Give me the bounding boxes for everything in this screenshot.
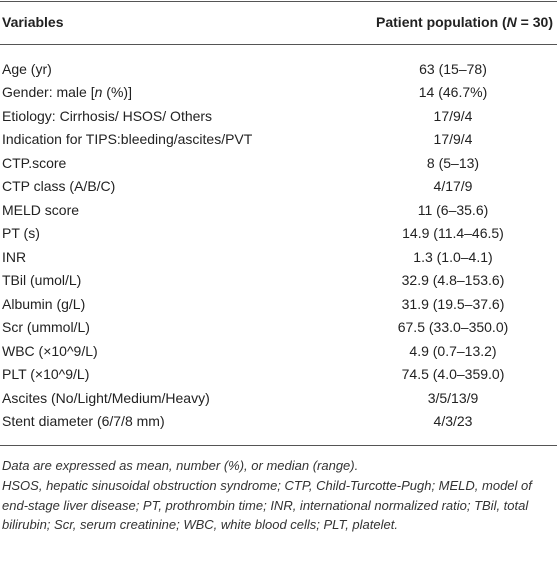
row-label: Indication for TIPS:bleeding/ascites/PVT xyxy=(2,131,253,148)
row-value: 67.5 (33.0–350.0) xyxy=(397,319,509,336)
row-value: 1.3 (1.0–4.1) xyxy=(413,248,493,265)
top-rule xyxy=(0,1,557,2)
row-label: Albumin (g/L) xyxy=(2,295,86,312)
row-value: 31.9 (19.5–37.6) xyxy=(401,295,505,312)
row-label: WBC (×10^9/L) xyxy=(2,342,98,359)
row-value: 17/9/4 xyxy=(433,107,473,124)
row-label: Gender: male [n (%)] xyxy=(2,83,132,101)
footnote: HSOS, hepatic sinusoidal obstruction syn… xyxy=(2,478,532,532)
row-value: 4/3/23 xyxy=(433,413,473,430)
row-value: 74.5 (4.0–359.0) xyxy=(401,366,505,383)
footnote: Data are expressed as mean, number (%), … xyxy=(2,458,359,473)
row-label: Ascites (No/Light/Medium/Heavy) xyxy=(2,389,210,406)
row-value: 17/9/4 xyxy=(433,131,473,148)
row-label: CTP.score xyxy=(2,154,67,171)
header-rule xyxy=(0,44,557,45)
row-label: TBil (umol/L) xyxy=(2,272,82,289)
row-value: 14.9 (11.4–46.5) xyxy=(402,225,504,242)
row-value: 3/5/13/9 xyxy=(427,389,479,406)
row-label: PT (s) xyxy=(2,225,40,242)
row-label: Scr (ummol/L) xyxy=(2,319,90,336)
text-segment: n xyxy=(94,84,103,101)
text-segment: Patient population ( xyxy=(376,14,507,30)
row-value: 11 (6–35.6) xyxy=(417,201,489,218)
row-label: INR xyxy=(2,248,27,265)
text-segment: N xyxy=(506,14,517,30)
text-segment: (%)] xyxy=(102,84,132,101)
text-segment: Gender: male [ xyxy=(2,84,95,101)
row-value: 14 (46.7%) xyxy=(418,84,488,101)
row-label: Age (yr) xyxy=(2,61,52,77)
row-value: 8 (5–13) xyxy=(426,154,480,171)
row-label: CTP class (A/B/C) xyxy=(2,178,116,195)
row-label: MELD score xyxy=(2,201,80,218)
row-value: 63 (15–78) xyxy=(419,61,487,77)
header-population: Patient population (N = 30) xyxy=(376,13,553,31)
text-segment: = 30) xyxy=(516,14,553,30)
row-label: PLT (×10^9/L) xyxy=(2,366,90,383)
row-label: Etiology: Cirrhosis/ HSOS/ Others xyxy=(2,107,213,124)
row-value: 32.9 (4.8–153.6) xyxy=(401,272,505,289)
row-value: 4/17/9 xyxy=(433,178,473,195)
bottom-rule xyxy=(0,445,557,446)
header-variables: Variables xyxy=(2,14,64,30)
row-value: 4.9 (0.7–13.2) xyxy=(409,342,497,359)
row-label: Stent diameter (6/7/8 mm) xyxy=(2,413,165,430)
